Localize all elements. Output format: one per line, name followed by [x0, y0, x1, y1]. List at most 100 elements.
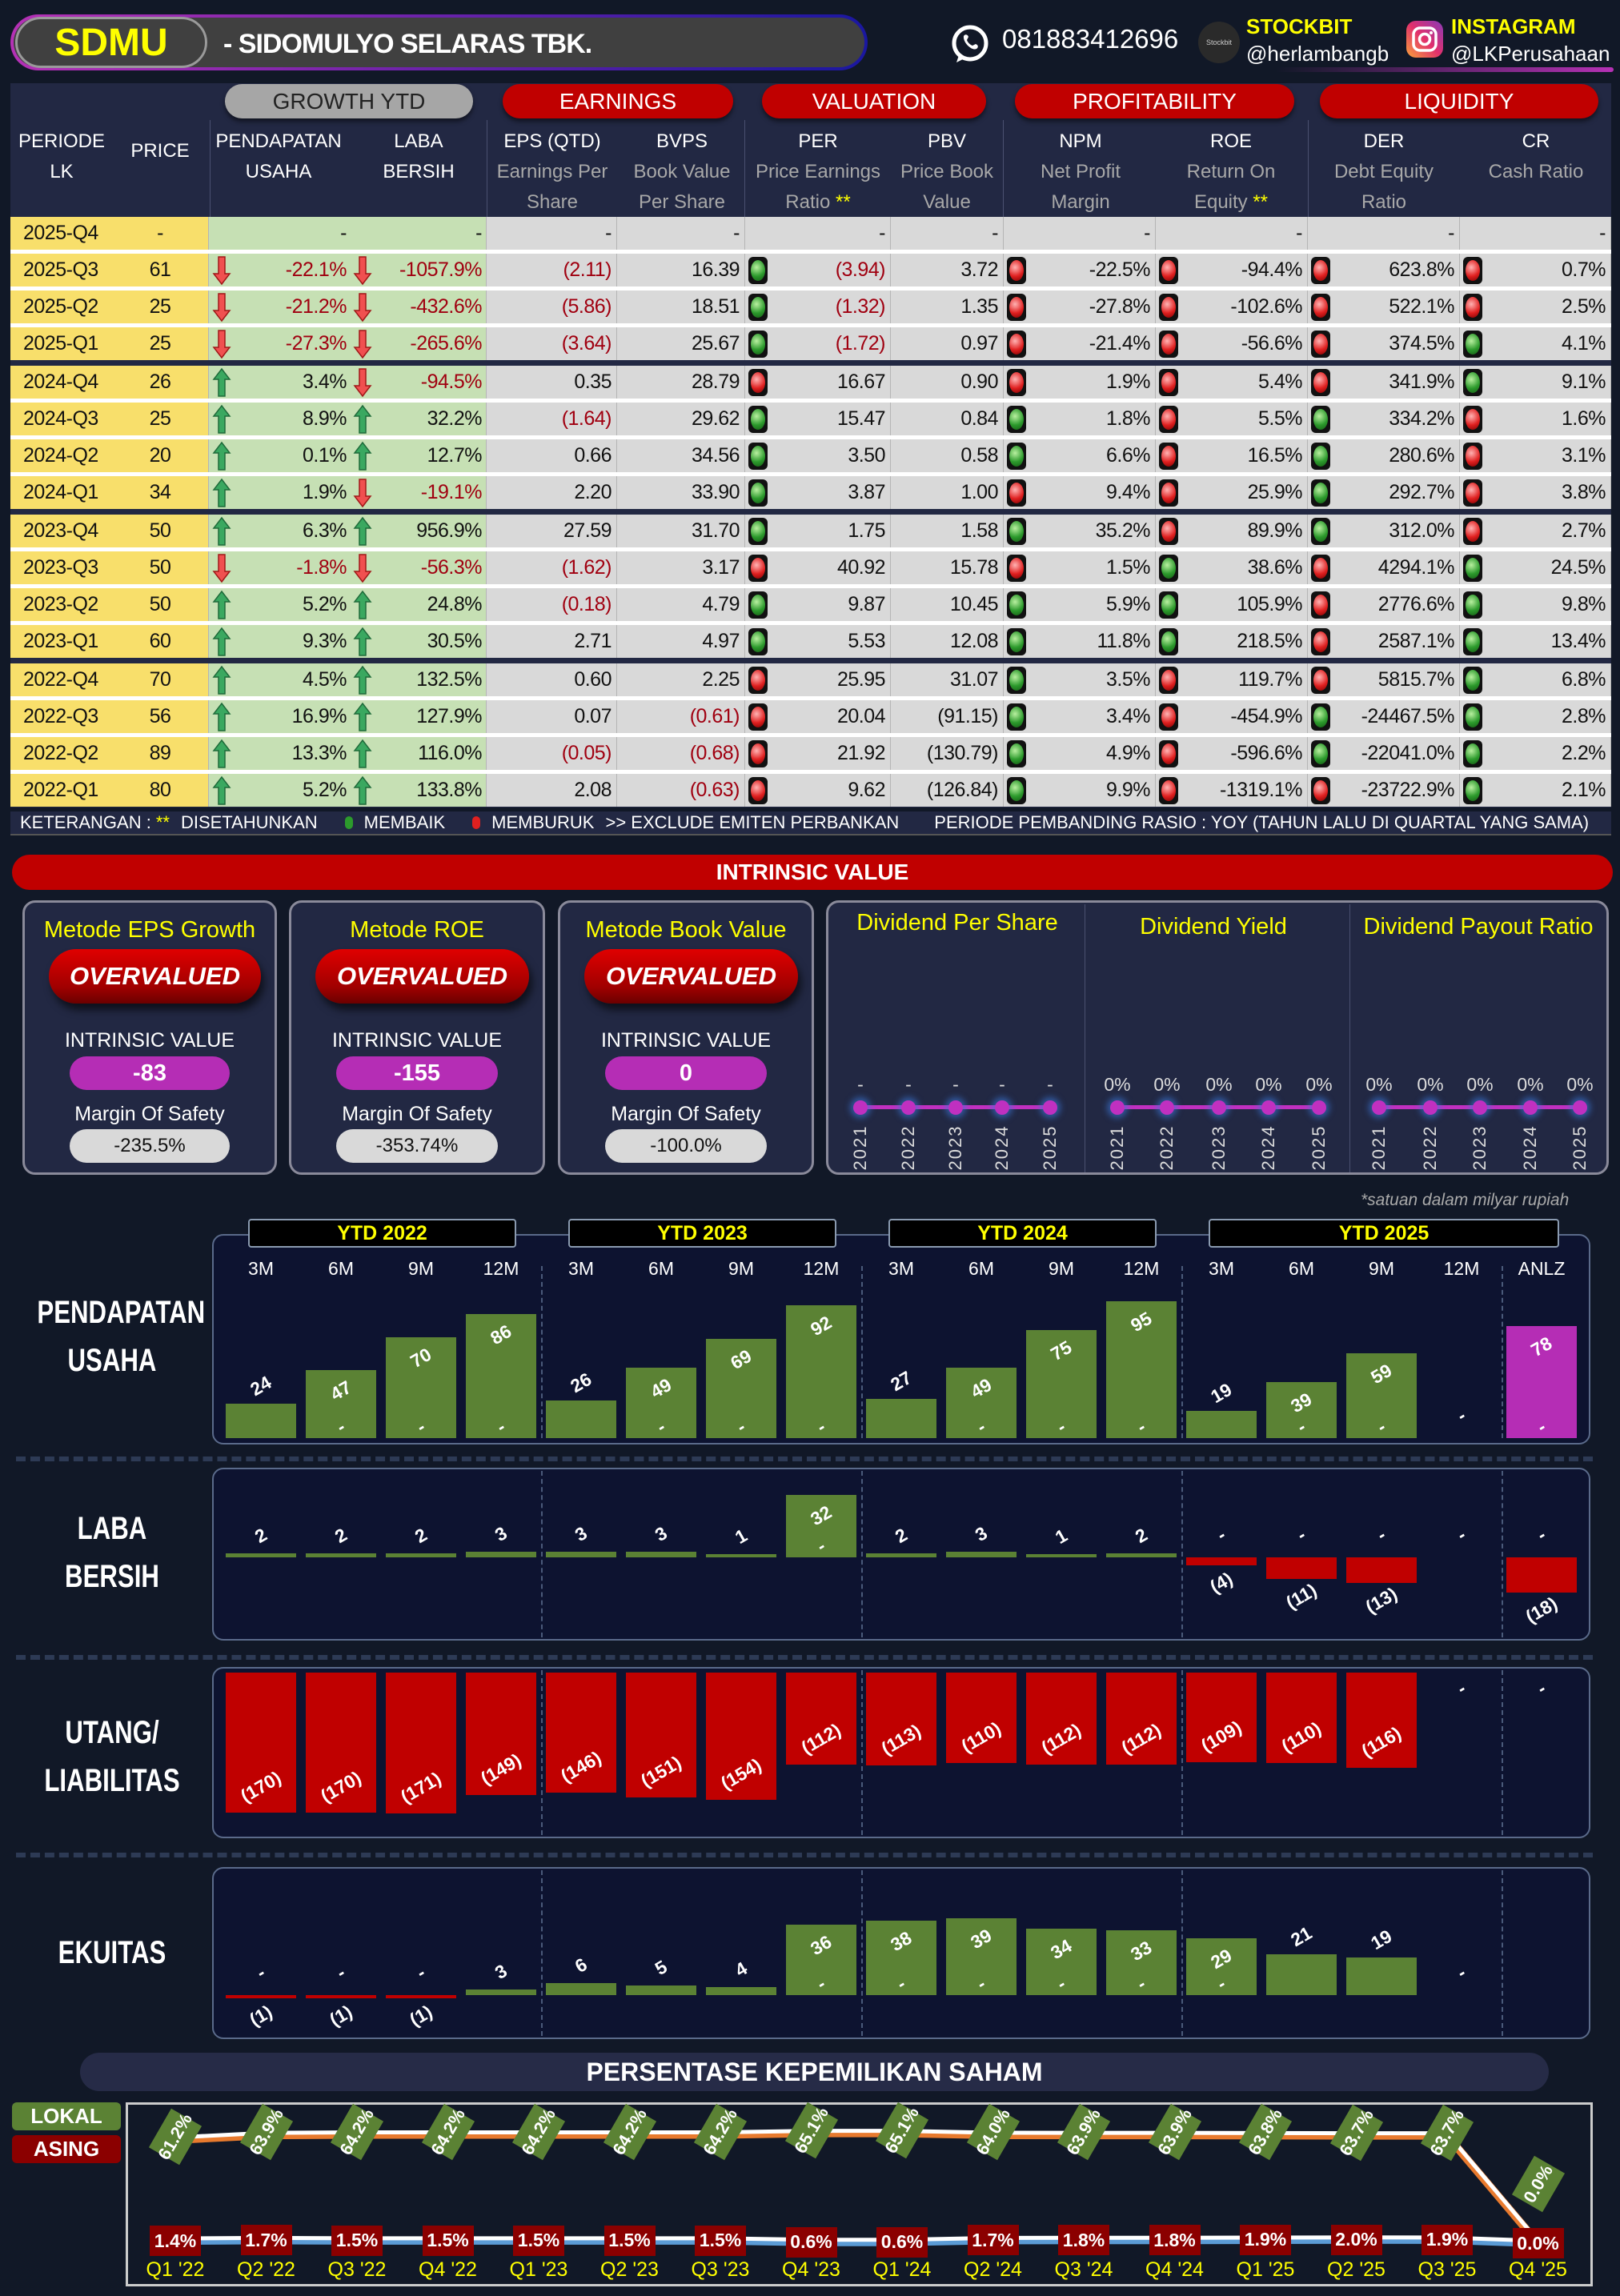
npm-value: 1.8% [1106, 407, 1150, 430]
red-signal-icon [1159, 331, 1178, 358]
arrow-up-icon [212, 441, 231, 482]
bar-0 [226, 1403, 296, 1438]
growth-cell: 1.9% -19.1% [209, 476, 487, 509]
green-light [1313, 743, 1328, 764]
arrow-down-icon [212, 255, 231, 296]
pbv-value: 3.72 [960, 258, 998, 281]
dividend-year: 2023 [945, 1124, 965, 1171]
period-divider [1181, 1471, 1183, 1637]
per-value: 16.67 [836, 371, 886, 393]
column-divider [1308, 120, 1309, 217]
dividend-point [1160, 1100, 1174, 1115]
dividend-point [948, 1100, 963, 1115]
period-column-label: 12M [803, 1258, 840, 1279]
red-light [1466, 260, 1480, 281]
group-header-profitability: PROFITABILITY [1015, 84, 1294, 118]
dividend-year: 2025 [1570, 1124, 1590, 1171]
chart-row-title-line: PENDAPATAN [37, 1295, 206, 1330]
der-value: 334.2% [1389, 407, 1454, 430]
ytd-label: YTD 2022 [248, 1219, 516, 1248]
pbv-value: (126.84) [926, 779, 999, 801]
der-value: -23722.9% [1361, 779, 1455, 801]
bvps-cell: 4.79 [617, 588, 745, 621]
legend-lokal: LOKAL [12, 2102, 121, 2130]
roe-value: 89.9% [1247, 519, 1303, 542]
stockbit-handle[interactable]: @herlambangb [1246, 42, 1389, 66]
red-signal-icon [748, 703, 768, 731]
red-light [751, 780, 765, 801]
period-divider [1502, 1870, 1503, 2036]
per-cell: 40.92 [745, 551, 891, 584]
period-column-label: 6M [648, 1258, 674, 1279]
column-subtitle: USAHA [215, 157, 341, 187]
green-signal-icon [1007, 406, 1026, 433]
growth-cell: -- [209, 217, 487, 250]
arrow-up-icon [212, 665, 231, 706]
period-column-label: ANLZ [1518, 1258, 1566, 1279]
growth-cell: 13.3% 116.0% [209, 737, 487, 770]
pbv-cell: 3.72 [891, 254, 1004, 286]
cr-value: 6.8% [1562, 668, 1606, 691]
green-signal-icon [1311, 406, 1330, 433]
cr-value: 0.7% [1562, 258, 1606, 281]
growth-cell: 0.1% 12.7% [209, 439, 487, 472]
price-value: 50 [149, 593, 171, 615]
bar-1 [306, 1553, 376, 1557]
per-value: 20.04 [836, 705, 886, 727]
npm-cell: 9.4% [1004, 476, 1156, 509]
revenue-growth: 0.1% [303, 444, 347, 467]
subtitle-line: Earnings Per [496, 161, 608, 182]
red-signal-icon [748, 777, 768, 804]
dividend-year: 2025 [1040, 1124, 1060, 1171]
red-light [751, 743, 765, 764]
legend-asing: ASING [12, 2135, 121, 2163]
green-signal-icon [1463, 777, 1482, 804]
revenue-growth: 8.9% [303, 407, 347, 430]
price-value: 80 [149, 779, 171, 801]
green-signal-icon [1007, 777, 1026, 804]
cr-value: 3.1% [1562, 444, 1606, 467]
eps-cell: 2.71 [487, 625, 617, 658]
table-row: 2024-Q3 25 8.9% 32.2% (1.64) 29.62 15.47 0.84 1.… [10, 403, 1611, 435]
pbv-value: 0.84 [960, 407, 998, 430]
table-row: 2025-Q1 25 -27.3% -265.6% (3.64) 25.67 (1.72) 0… [10, 327, 1611, 360]
table-row: 2025-Q3 61 -22.1% -1057.9% (2.11) 16.39 (3.94)… [10, 254, 1611, 286]
period-divider [861, 1471, 863, 1637]
dividend-year: 2021 [1107, 1124, 1127, 1171]
period-divider [861, 1870, 863, 2036]
npm-cell: 3.4% [1004, 700, 1156, 733]
column-header-price: PRICE [130, 136, 189, 166]
green-light [1313, 483, 1328, 503]
red-light [1161, 780, 1176, 801]
net-profit-growth: 116.0% [418, 742, 482, 764]
pbv-value: - [992, 222, 998, 244]
per-cell: 1.75 [745, 515, 891, 547]
column-header-per: PER Price Earnings Ratio ** [756, 126, 880, 218]
period-column-label: 12M [1443, 1258, 1480, 1279]
bar-5 [626, 1673, 696, 1797]
ytd-label: YTD 2023 [568, 1219, 836, 1248]
eps-value: (0.18) [561, 593, 612, 615]
eps-value: (1.64) [561, 407, 612, 430]
cr-cell: 9.1% [1460, 366, 1611, 399]
period-cell: 2025-Q3 61 [10, 254, 209, 286]
der-value: 374.5% [1389, 332, 1454, 355]
roe-value: -596.6% [1230, 742, 1302, 764]
phone-number[interactable]: 081883412696 [1002, 24, 1179, 54]
cr-cell: 0.7% [1460, 254, 1611, 286]
bar-12 [1186, 1557, 1257, 1565]
roe-value: 105.9% [1237, 593, 1302, 615]
pbv-value: 0.90 [960, 371, 998, 393]
roe-cell: 119.7% [1156, 663, 1308, 696]
red-signal-icon [1311, 555, 1330, 582]
period-cell: 2023-Q3 50 [10, 551, 209, 584]
arrow-up-icon [212, 404, 231, 445]
arrow-up-icon [212, 590, 231, 631]
cr-cell: - [1460, 217, 1611, 250]
arrow-down-icon [353, 553, 372, 594]
growth-cell: -21.2% -432.6% [209, 291, 487, 323]
red-light [1466, 409, 1480, 430]
green-light [1466, 670, 1480, 691]
instagram-handle[interactable]: @LKPerusahaan [1451, 42, 1610, 66]
column-title: BVPS [656, 130, 708, 152]
